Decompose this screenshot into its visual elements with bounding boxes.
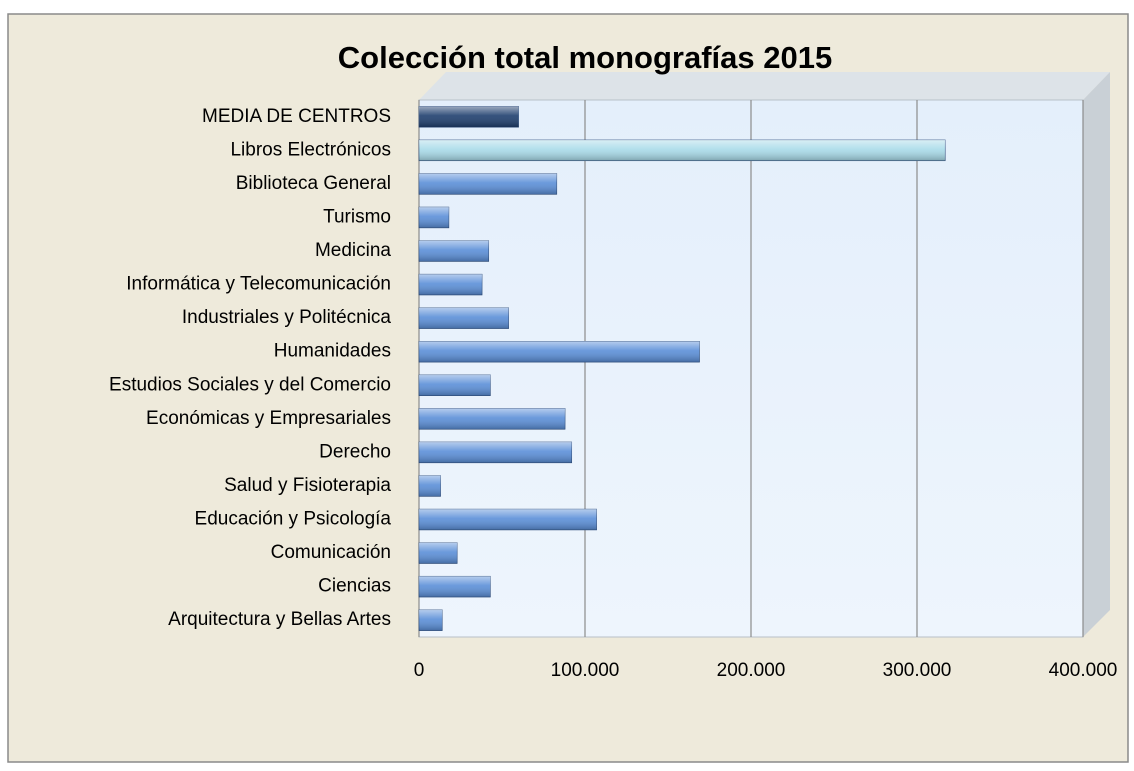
y-tick-label: Derecho [319,441,391,462]
bar [418,106,519,128]
bar [418,508,597,531]
bar [418,475,441,497]
bar [418,173,558,195]
bar [418,139,946,162]
x-tick-label: 300.000 [883,660,952,681]
y-tick-label: Comunicación [271,542,391,563]
bar [418,441,573,464]
x-tick-label: 0 [414,660,425,681]
bar [418,609,443,631]
y-tick-label: Medicina [315,240,391,261]
chart-title: Colección total monografías 2015 [338,40,832,75]
y-tick-label: Humanidades [274,341,391,362]
bar [418,307,509,329]
bar [418,408,566,430]
y-tick-label: MEDIA DE CENTROS [202,106,391,127]
y-tick-label: Económicas y Empresariales [146,408,391,429]
bar [418,374,491,396]
plot-top-wall [419,72,1110,100]
bar [418,273,483,296]
bar [418,341,700,363]
y-tick-label: Ciencias [318,576,391,597]
y-tick-label: Arquitectura y Bellas Artes [168,609,391,630]
x-tick-label: 100.000 [551,660,620,681]
y-tick-label: Biblioteca General [236,173,391,194]
y-tick-label: Informática y Telecomunicación [126,274,391,295]
y-tick-label: Educación y Psicología [195,509,392,530]
y-tick-label: Salud y Fisioterapia [224,475,391,496]
bar [418,206,450,229]
bar [418,575,491,598]
y-tick-label: Turismo [323,206,391,227]
x-tick-label: 400.000 [1049,660,1118,681]
plot-side-wall [1083,72,1110,637]
y-tick-label: Libros Electrónicos [230,139,391,160]
bar [418,240,490,262]
y-tick-label: Industriales y Politécnica [182,307,392,328]
bar [418,542,458,564]
y-tick-label: Estudios Sociales y del Comercio [109,374,391,395]
x-tick-label: 200.000 [717,660,786,681]
